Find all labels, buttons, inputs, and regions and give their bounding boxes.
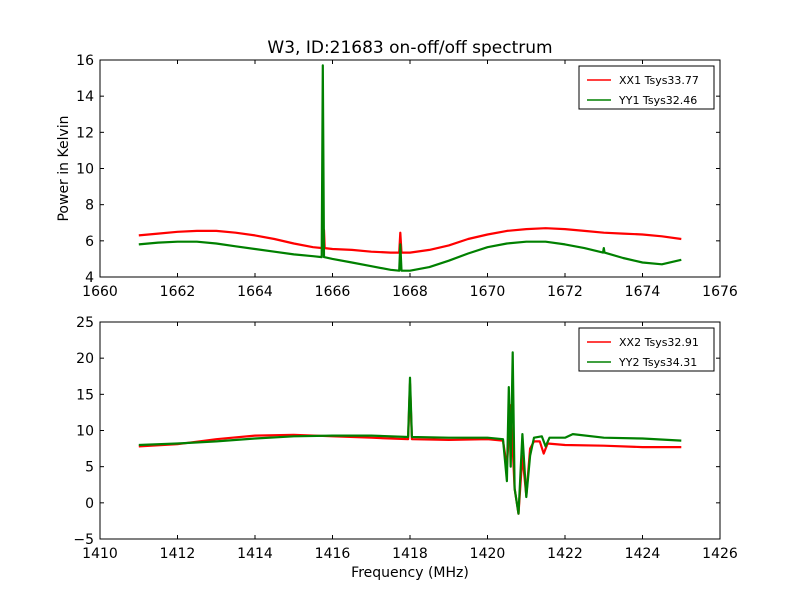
chart-2-x-tick-label: 1422 <box>547 546 583 562</box>
chart-1-x-tick-label: 1668 <box>392 284 428 300</box>
chart-1-x-tick-label: 1672 <box>547 284 583 300</box>
chart-1-y-tick-label: 6 <box>85 234 94 250</box>
chart-2-x-tick-label: 1416 <box>315 546 351 562</box>
chart-1-x-tick-label: 1676 <box>702 284 738 300</box>
chart-1-y-tick-label: 4 <box>85 270 94 286</box>
chart-2-y-tick-label: 25 <box>76 315 94 331</box>
chart-1-y-tick-label: 12 <box>76 125 94 141</box>
chart-2-legend-label-2: YY2 Tsys34.31 <box>618 356 697 369</box>
chart-1-series-2-line <box>138 64 682 272</box>
chart-2-x-tick-label: 1426 <box>702 546 738 562</box>
chart-2-y-tick-label: 20 <box>76 351 94 367</box>
chart-1-legend: XX1 Tsys33.77 YY1 Tsys32.46 <box>578 65 715 110</box>
chart-1: 1660 1662 1664 1666 1668 1670 1672 1674 1676 4 6 8 1… <box>56 38 738 300</box>
chart-2: 1410 1412 1414 1416 1418 1420 1422 1424 1426 −5 0 5… <box>73 315 738 581</box>
chart-1-x-tick-label: 1664 <box>237 284 273 300</box>
chart-2-legend-label-1: XX2 Tsys32.91 <box>619 336 699 349</box>
chart-1-y-tick-label: 14 <box>76 89 94 105</box>
chart-1-x-tick-label: 1660 <box>82 284 118 300</box>
chart-2-frame <box>99 321 721 540</box>
chart-2-x-tick-label: 1410 <box>82 546 118 562</box>
chart-2-x-tick-label: 1420 <box>470 546 506 562</box>
chart-2-x-tick-label: 1418 <box>392 546 428 562</box>
chart-1-legend-box <box>578 65 715 110</box>
chart-1-x-tick-label: 1662 <box>160 284 196 300</box>
chart-1-y-axis-label: Power in Kelvin <box>56 115 72 221</box>
chart-2-x-axis-label: Frequency (MHz) <box>351 565 469 581</box>
chart-2-y-tick-label: 10 <box>76 424 94 440</box>
chart-1-y-tick-label: 8 <box>85 198 94 214</box>
chart-2-y-tick-label: 15 <box>76 387 94 403</box>
chart-2-legend: XX2 Tsys32.91 YY2 Tsys34.31 <box>578 327 715 372</box>
chart-1-x-tick-label: 1670 <box>470 284 506 300</box>
chart-1-title: W3, ID:21683 on-off/off spectrum <box>267 38 552 58</box>
chart-1-x-tick-label: 1674 <box>625 284 661 300</box>
chart-2-y-tick-label: −5 <box>73 532 94 548</box>
chart-1-frame <box>99 59 721 278</box>
chart-1-x-tick-label: 1666 <box>315 284 351 300</box>
chart-2-x-tick-label: 1424 <box>625 546 661 562</box>
chart-2-y-tick-label: 5 <box>85 460 94 476</box>
chart-2-series-2-line <box>138 351 682 515</box>
chart-1-legend-label-2: YY1 Tsys32.46 <box>618 94 697 107</box>
chart-2-legend-box <box>578 327 715 372</box>
chart-2-y-tick-label: 0 <box>85 496 94 512</box>
chart-1-y-tick-label: 16 <box>76 53 94 69</box>
chart-1-y-tick-label: 10 <box>76 162 94 178</box>
panels: 1660 1662 1664 1666 1668 1670 1672 1674 1676 4 6 8 1… <box>56 38 738 581</box>
chart-2-x-tick-label: 1412 <box>160 546 196 562</box>
chart-1-legend-label-1: XX1 Tsys33.77 <box>619 74 699 87</box>
chart-2-x-tick-label: 1414 <box>237 546 273 562</box>
